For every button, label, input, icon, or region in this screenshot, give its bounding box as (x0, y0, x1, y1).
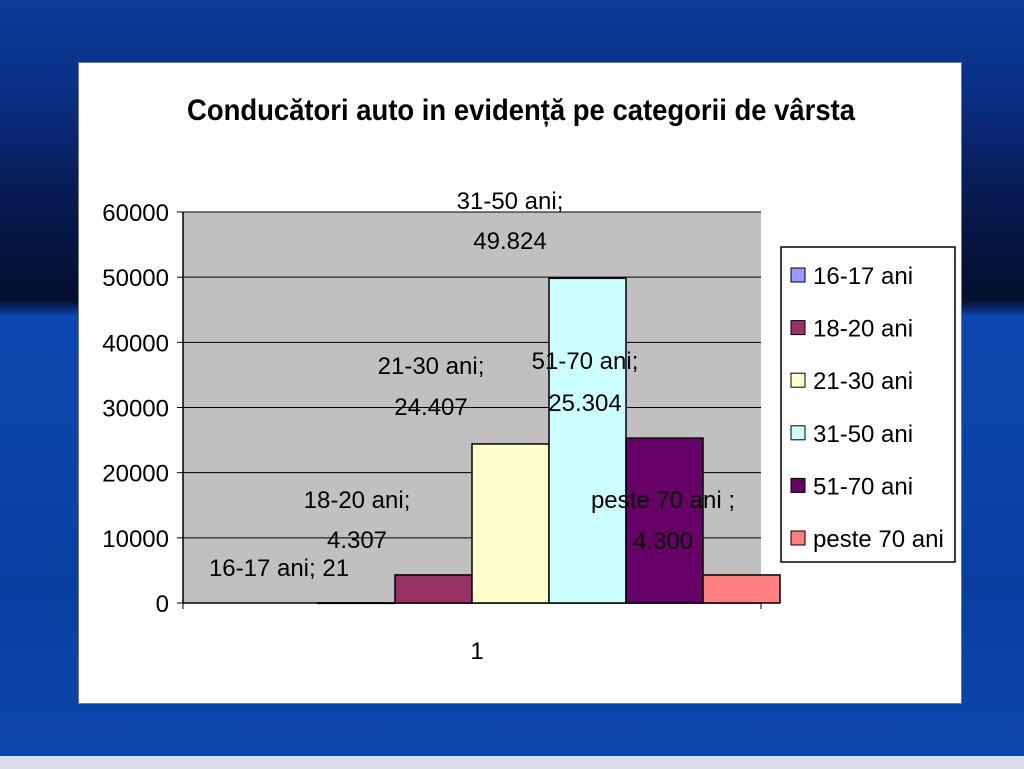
data-label: 24.407 (394, 394, 467, 421)
data-label: 21-30 ani; (378, 353, 485, 380)
chart-title: Conducători auto in evidență pe categori… (187, 94, 855, 127)
y-tick-label: 0 (156, 591, 169, 618)
y-tick-label: 50000 (102, 265, 169, 292)
legend-swatch (790, 372, 806, 388)
y-tick-label: 20000 (102, 461, 169, 488)
x-tick-label: 1 (470, 638, 483, 665)
chart-slide: Conducători auto in evidență pe categori… (78, 62, 962, 704)
y-tick-label: 10000 (102, 526, 169, 553)
bar (471, 443, 550, 604)
data-label: 4.307 (327, 527, 387, 554)
plot-area: 0 10000 20000 30000 40000 50000 60000 1 16-17 an… (102, 188, 781, 665)
y-tick-label: 30000 (102, 396, 169, 423)
legend-label: 16-17 ani (813, 263, 913, 290)
legend-label: peste 70 ani (813, 526, 944, 553)
data-label: 51-70 ani; (532, 348, 639, 375)
legend-label: 31-50 ani (813, 421, 913, 448)
legend-swatch (790, 477, 806, 493)
y-tick-label: 40000 (102, 330, 169, 357)
data-label: 18-20 ani; (304, 487, 411, 514)
data-label: peste 70 ani ; (591, 487, 735, 514)
data-label: 4.300 (633, 528, 693, 555)
bar (394, 574, 473, 604)
legend-swatch (790, 425, 806, 441)
legend: 16-17 ani 18-20 ani 21-30 ani 31-50 ani 51-7… (780, 246, 956, 563)
legend-label: 51-70 ani (813, 473, 913, 500)
legend-box (780, 246, 956, 563)
legend-swatch (790, 530, 806, 546)
bar (702, 574, 781, 604)
y-tick-label: 60000 (102, 200, 169, 227)
bar (548, 277, 627, 604)
bar-chart: Conducători auto in evidență pe categori… (102, 94, 956, 665)
data-label: 25.304 (548, 390, 621, 417)
data-label: 16-17 ani; 21 (209, 555, 349, 582)
bar (625, 437, 704, 604)
legend-label: 21-30 ani (813, 368, 913, 395)
legend-label: 18-20 ani (813, 316, 913, 343)
data-label: 31-50 ani; (457, 188, 564, 215)
legend-swatch (790, 267, 806, 283)
bar (317, 602, 396, 605)
background-bottom-strip (0, 756, 1024, 769)
legend-swatch (790, 320, 806, 336)
data-label: 49.824 (473, 228, 546, 255)
